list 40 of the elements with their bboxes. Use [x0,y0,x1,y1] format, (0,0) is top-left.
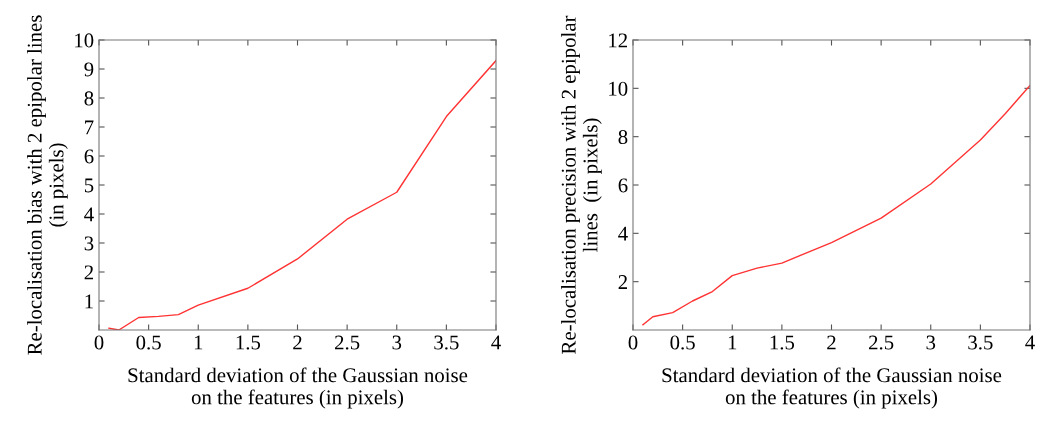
line-series [108,59,496,330]
x-tick-label: 0.5 [136,335,161,350]
x-tick-label: 4 [491,335,501,350]
y-tick-label: 10 [75,33,94,48]
y-tick-label: 3 [84,236,94,251]
y-tick-label: 2 [84,265,93,280]
y-tick-label: 12 [609,33,627,48]
x-tick-label: 4 [1025,335,1035,350]
x-tick-label: 0 [94,335,104,350]
x-tick-label: 0.5 [670,335,695,350]
y-axis-title: Re-localisation precision with 2 epipolar lines (in pixels) [561,15,602,354]
y-tick-label: 10 [609,81,628,96]
y-tick-label: 5 [84,178,94,193]
x-tick-label: 2.5 [335,335,360,350]
line-series [642,84,1030,326]
y-tick-label: 4 [618,226,628,241]
y-tick-label: 4 [84,207,94,222]
x-tick-label: 1 [194,335,203,350]
x-tick-label: 0 [628,335,638,350]
y-tick-label: 6 [618,178,628,193]
x-tick-label: 1 [728,335,737,350]
y-axis-title: Re-localisation bias with 2 epipolar lines (in pixels) [27,15,68,355]
y-tick-label: 1 [85,294,93,309]
x-tick-label: 3 [926,335,936,350]
y-tick-label: 8 [618,130,628,145]
x-tick-label: 1.5 [236,335,261,350]
x-tick-label: 3 [392,335,402,350]
x-axis-title: Standard deviation of the Gaussian noise on the features (in pixels) [128,367,468,409]
x-tick-label: 2.5 [869,335,894,350]
x-axis-title: Standard deviation of the Gaussian noise on the features (in pixels) [662,367,1002,409]
x-tick-label: 2 [293,335,302,350]
y-tick-label: 2 [618,275,627,289]
x-tick-label: 1.5 [770,335,795,350]
y-tick-label: 6 [84,149,94,164]
y-tick-label: 7 [85,120,94,135]
x-tick-label: 3.5 [968,335,993,350]
x-tick-label: 3.5 [434,335,459,350]
y-tick-label: 8 [84,91,94,106]
x-tick-label: 2 [827,335,836,350]
y-tick-label: 9 [84,62,94,77]
